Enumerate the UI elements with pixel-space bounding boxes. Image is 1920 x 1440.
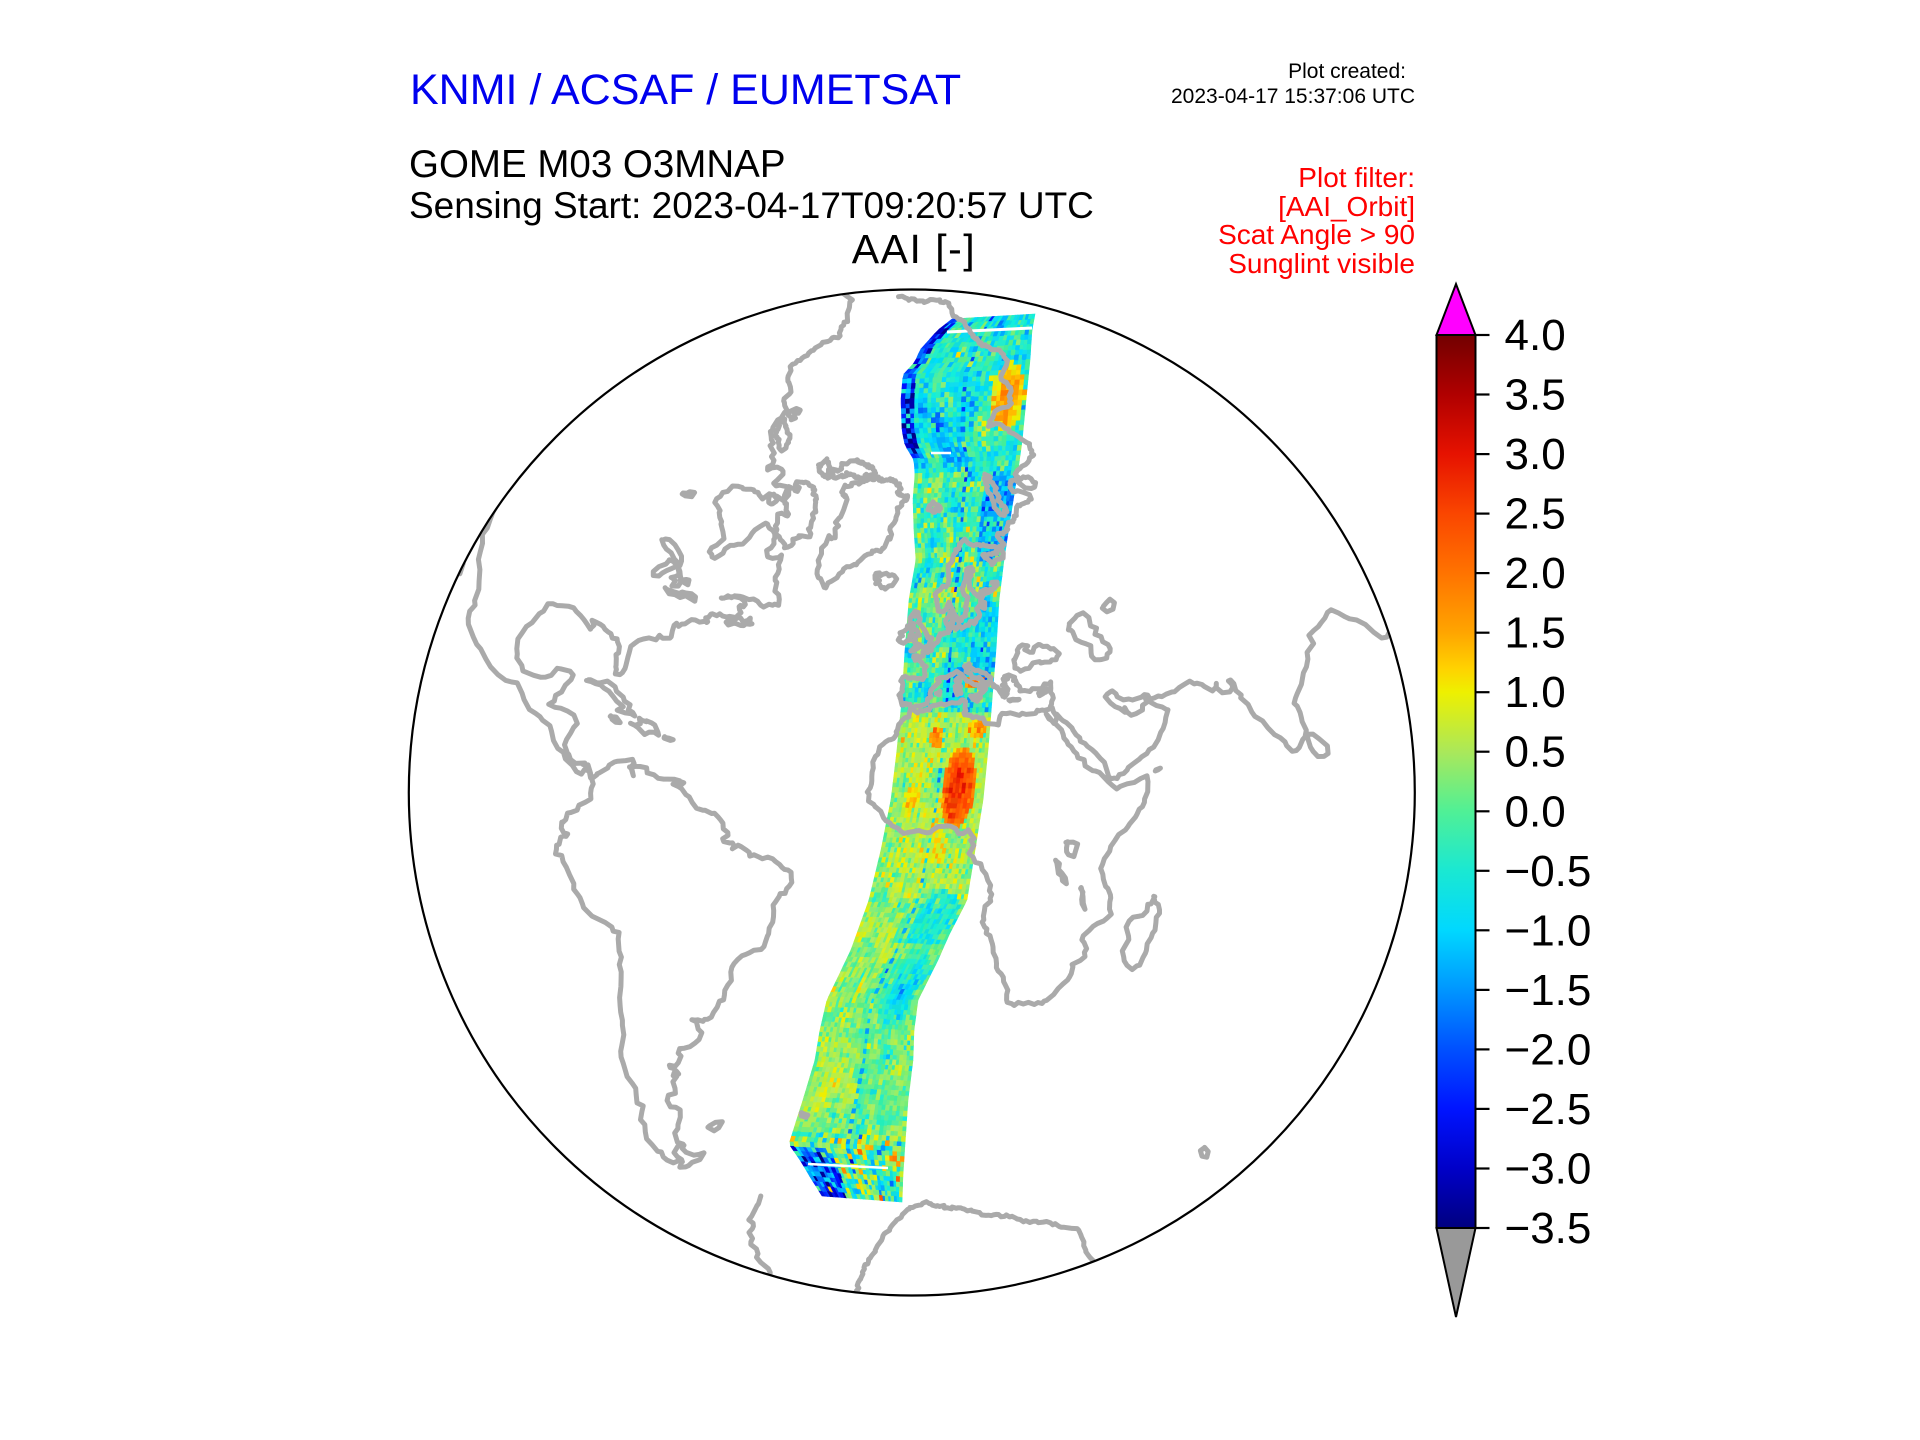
svg-text:−3.0: −3.0 [1505,1145,1592,1194]
svg-text:1.5: 1.5 [1505,609,1566,658]
svg-text:3.5: 3.5 [1505,371,1566,420]
svg-text:1.0: 1.0 [1505,668,1566,717]
svg-text:2.5: 2.5 [1505,490,1566,539]
svg-text:4.0: 4.0 [1505,311,1566,360]
svg-text:−0.5: −0.5 [1505,847,1592,896]
svg-text:3.0: 3.0 [1505,430,1566,479]
svg-text:0.5: 0.5 [1505,728,1566,777]
svg-text:−2.5: −2.5 [1505,1085,1592,1134]
svg-text:0.0: 0.0 [1505,787,1566,836]
svg-text:−2.0: −2.0 [1505,1025,1592,1074]
svg-text:−3.5: −3.5 [1505,1204,1592,1253]
svg-text:2.0: 2.0 [1505,549,1566,598]
svg-text:−1.5: −1.5 [1505,966,1592,1015]
svg-text:−1.0: −1.0 [1505,906,1592,955]
